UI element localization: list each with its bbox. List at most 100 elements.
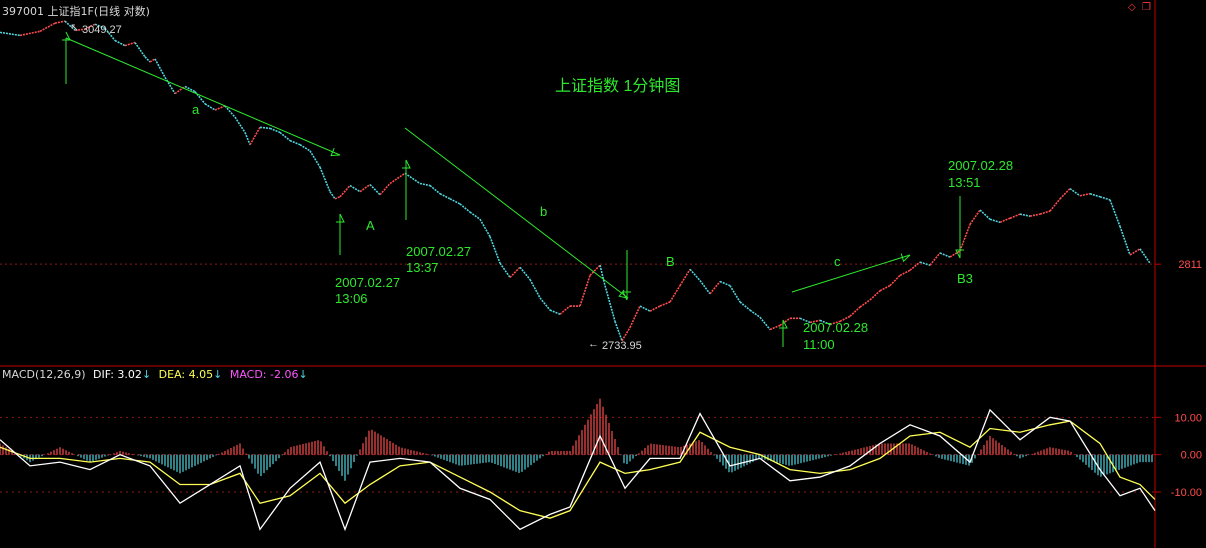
price-segment [929,252,941,266]
price-segment [479,218,491,238]
trend-b-arrowhead [618,289,629,299]
annotations-layer: 上证指数 1分钟图abcABB32007.02.2713:062007.02.2… [62,31,1013,352]
price-segment [879,284,891,292]
price-segment [1109,199,1121,227]
price-segment [739,301,751,311]
price-segment [989,218,1001,224]
price-segment [124,41,136,47]
price-segment [19,30,41,37]
price-segment [174,85,186,95]
price-segment [459,203,471,213]
dea-value: DEA: 4.05 [158,368,214,381]
dif-value: DIF: 3.02 [93,368,142,381]
price-segment [449,198,461,205]
price-segment [669,285,681,303]
label-b: b [540,204,547,219]
price-segment [699,280,711,295]
restore-window-icon[interactable]: ❐ [1142,2,1151,13]
price-segment [94,23,106,30]
price-segment [809,319,821,324]
dif-down-arrow-icon: ↓ [141,368,152,381]
price-segment [649,305,661,312]
price-segment [1079,192,1091,197]
price-segment [404,172,421,185]
arrow-b-low-head [622,291,631,301]
diamond-icon[interactable]: ◇ [1128,2,1136,13]
price-segment [194,91,206,105]
price-segment [84,23,96,31]
price-segment [679,268,691,287]
price-segment [969,209,981,225]
trend-b-line [404,127,629,299]
price-segment [889,274,901,287]
dif-line [0,408,1156,532]
price-segment [849,306,861,317]
price-segment [259,126,271,130]
price-segment [839,315,851,323]
price-series: 2811 ↖ 3049.27 ← 2733.95 [0,20,1202,352]
trend-a-arrowhead [330,147,341,157]
date-1337: 2007.02.27 [406,244,471,259]
macd-down-arrow-icon: ↓ [298,368,308,381]
time-1351: 13:51 [948,175,981,190]
price-segment [359,183,371,193]
price-segment [1139,248,1151,264]
price-segment [319,166,331,192]
price-segment [244,132,251,145]
price-segment [899,269,911,277]
macd-label: MACD(12,26,9) [2,368,86,381]
price-segment [1069,187,1081,197]
price-segment [39,22,56,33]
trend-a-line [65,37,341,156]
price-segment [249,126,261,146]
top-vertical-arrowhead [62,31,71,41]
price-segment [349,184,361,193]
price-segment [949,250,961,258]
price-segment [709,281,721,295]
price-segment [144,56,151,63]
dea-line [0,420,1156,519]
price-segment [379,182,391,196]
price-segment [939,252,951,258]
price-segment [1059,188,1071,200]
macd-tick-label: 10.00 [1174,412,1202,424]
price-segment [599,265,606,286]
price-segment [759,316,771,331]
price-segment [579,275,591,307]
price-segment [339,185,351,198]
current-price-label: 2811 [1178,259,1202,271]
price-segment [829,320,841,326]
low-marker-arrow-icon: ← [588,338,599,350]
price-segment [799,317,811,324]
price-segment [859,299,871,308]
price-segment [499,262,511,278]
price-segment [1089,192,1101,198]
price-segment [299,144,311,152]
date-1351: 2007.02.28 [948,158,1013,173]
price-segment [999,217,1011,224]
price-segment [729,285,741,303]
price-segment [134,42,146,58]
label-A: A [366,218,375,233]
price-segment [309,150,321,168]
price-segment [629,305,641,328]
price-segment [1129,248,1141,256]
symbol-header: 397001 上证指1F(日线 对数) [2,3,150,19]
price-segment [779,317,791,327]
label-B: B [666,254,675,269]
time-1306: 13:06 [335,291,368,306]
price-segment [1049,198,1061,212]
dea-down-arrow-icon: ↓ [213,368,223,381]
price-segment [469,211,481,220]
date-1306: 2007.02.27 [335,275,400,290]
price-segment [529,279,541,299]
price-segment [869,290,881,301]
price-segment [224,105,236,118]
price-segment [279,131,291,142]
price-segment [1019,213,1031,217]
time-1337: 13:37 [406,260,439,275]
price-segment [164,76,176,95]
price-segment [154,58,166,78]
price-segment [509,266,521,279]
